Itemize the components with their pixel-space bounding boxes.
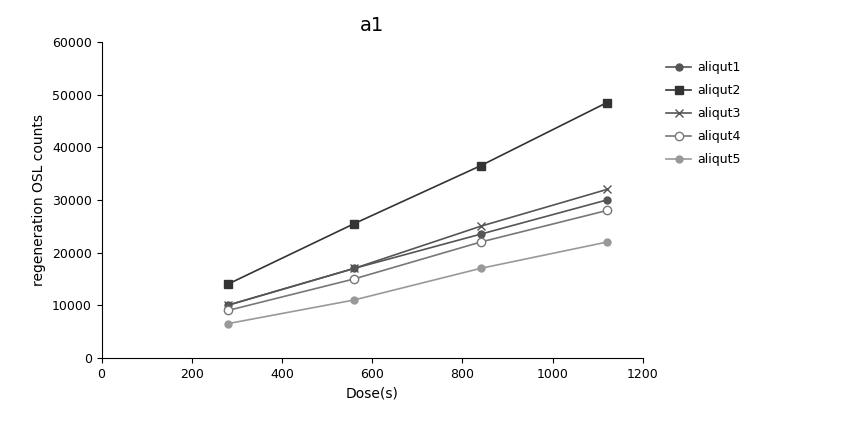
X-axis label: Dose(s): Dose(s) <box>346 386 398 400</box>
Line: aliqut3: aliqut3 <box>223 185 611 309</box>
aliqut2 <box>349 221 360 226</box>
aliqut1 <box>222 303 233 308</box>
Line: aliqut5: aliqut5 <box>224 239 610 327</box>
aliqut4 <box>222 308 233 313</box>
aliqut3 <box>475 224 486 229</box>
Title: a1: a1 <box>360 16 384 35</box>
aliqut5 <box>475 266 486 271</box>
aliqut1 <box>475 232 486 237</box>
aliqut4 <box>349 276 360 281</box>
aliqut3 <box>222 303 233 308</box>
Legend: aliqut1, aliqut2, aliqut3, aliqut4, aliqut5: aliqut1, aliqut2, aliqut3, aliqut4, aliq… <box>660 55 747 172</box>
Y-axis label: regeneration OSL counts: regeneration OSL counts <box>32 114 47 286</box>
aliqut2 <box>602 100 612 105</box>
aliqut2 <box>475 163 486 168</box>
aliqut4 <box>475 240 486 245</box>
aliqut5 <box>349 297 360 302</box>
aliqut1 <box>349 266 360 271</box>
aliqut1 <box>602 197 612 203</box>
aliqut4 <box>602 208 612 213</box>
Line: aliqut1: aliqut1 <box>224 197 610 309</box>
Line: aliqut2: aliqut2 <box>223 99 611 288</box>
aliqut5 <box>602 240 612 245</box>
aliqut3 <box>602 187 612 192</box>
aliqut3 <box>349 266 360 271</box>
aliqut5 <box>222 321 233 326</box>
aliqut2 <box>222 282 233 287</box>
Line: aliqut4: aliqut4 <box>223 206 611 314</box>
